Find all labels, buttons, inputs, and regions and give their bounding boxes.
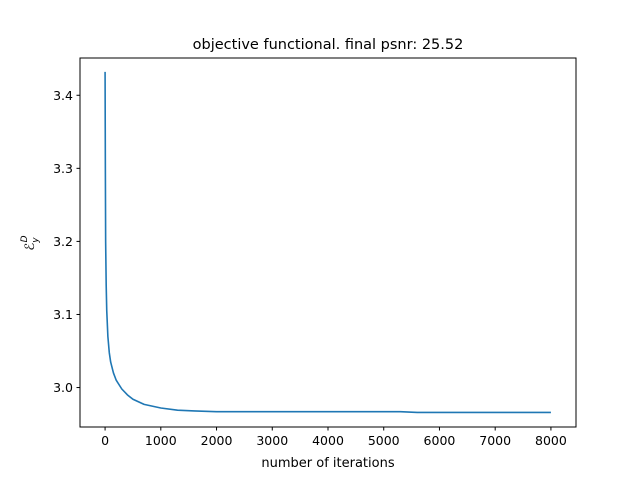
x-axis-label: number of iterations [261, 456, 394, 471]
y-tick-label: 3.1 [53, 307, 73, 322]
y-tick-label: 3.0 [53, 380, 73, 395]
x-tick-label: 5000 [368, 433, 400, 448]
y-axis-label-subscript: y [31, 237, 41, 244]
y-axis-label-superscript: D [20, 235, 30, 242]
y-axis-label: ℰyD [20, 235, 41, 250]
x-tick-label: 0 [101, 433, 109, 448]
x-tick-label: 1000 [145, 433, 177, 448]
svg-text:ℰyD: ℰyD [20, 235, 41, 250]
x-axis-ticks: 0 1000 2000 3000 4000 5000 6000 7000 8000 [101, 427, 567, 448]
y-axis-ticks: 3.0 3.1 3.2 3.3 3.4 [53, 88, 80, 395]
series-line [104, 71, 551, 414]
y-tick-label: 3.2 [53, 234, 73, 249]
x-tick-label: 4000 [312, 433, 344, 448]
x-tick-label: 7000 [479, 433, 511, 448]
y-tick-label: 3.3 [53, 161, 73, 176]
x-tick-label: 8000 [535, 433, 567, 448]
y-tick-label: 3.4 [53, 88, 73, 103]
x-tick-label: 6000 [424, 433, 456, 448]
x-tick-label: 2000 [201, 433, 233, 448]
y-axis-label-main: ℰ [23, 243, 38, 251]
chart-title: objective functional. final psnr: 25.52 [193, 37, 464, 53]
x-tick-label: 3000 [256, 433, 288, 448]
plot-area [104, 71, 551, 414]
